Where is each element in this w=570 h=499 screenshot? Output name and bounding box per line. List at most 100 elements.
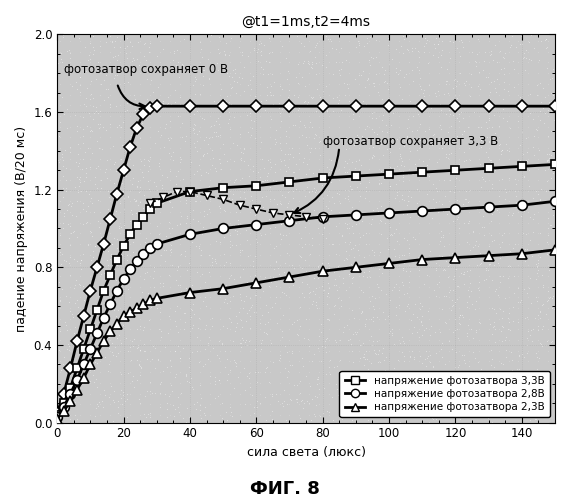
Point [369,250,378,258]
Point [278,41,287,49]
Point [303,59,312,67]
Point [454,208,463,216]
Point [260,273,269,281]
Point [173,65,182,73]
Point [125,283,135,291]
Point [454,144,463,152]
Point [84,419,93,427]
Point [290,264,299,272]
Point [524,187,533,195]
Point [96,165,105,173]
Point [315,347,324,355]
Point [225,176,234,184]
Point [89,45,99,53]
Point [448,328,457,336]
Point [494,291,503,299]
Point [474,58,483,66]
Point [376,398,385,406]
Point [176,176,185,184]
Point [181,199,190,207]
Point [385,325,394,333]
Point [374,133,384,141]
Point [539,282,548,290]
Point [200,65,209,73]
Point [136,390,145,398]
Point [128,239,137,247]
Point [245,250,254,258]
Point [544,144,553,152]
Point [66,219,75,227]
Point [448,38,457,46]
Point [254,176,263,184]
Point [185,315,194,323]
Point [225,238,234,246]
Point [145,293,154,301]
Point [164,218,173,226]
Point [434,165,443,173]
Point [305,336,314,344]
Point [313,373,322,381]
Point [327,193,336,201]
Point [265,133,274,141]
Point [255,133,264,141]
Point [325,230,334,238]
Point [76,48,85,56]
Point [96,336,105,344]
Point [442,77,451,85]
Point [88,102,97,110]
Point [360,355,369,363]
Point [522,156,531,164]
Point [456,269,465,277]
Point [357,309,366,317]
Point [315,112,324,120]
Point [514,400,523,408]
Point [490,261,499,269]
Point [69,284,78,292]
Point [88,270,97,278]
Point [434,261,443,269]
Point [370,294,379,302]
Point [487,158,496,166]
Point [295,80,304,88]
Point [548,336,557,344]
Point [275,356,284,364]
Point [264,49,274,57]
Point [425,100,434,108]
Point [143,63,152,71]
Point [236,247,245,254]
Point [276,82,285,90]
Point [532,365,541,373]
Point [424,261,433,269]
Point [265,123,274,131]
Point [59,219,68,227]
Point [394,315,404,323]
Point [400,142,409,150]
Point [125,208,135,216]
Point [544,208,553,216]
Point [78,250,87,258]
Point [531,102,540,110]
Point [414,69,424,77]
Point [245,304,254,312]
Point [56,400,65,408]
Point [441,77,450,85]
Point [482,124,491,132]
Point [535,146,544,154]
Point [319,224,328,232]
Point [235,144,245,152]
Title: @t1=1ms,t2=4ms: @t1=1ms,t2=4ms [242,15,370,29]
Point [285,37,294,45]
Point [72,174,82,182]
Point [330,363,339,371]
Point [334,96,343,104]
Point [374,37,384,45]
Point [504,390,513,398]
Point [136,336,145,344]
Point [534,191,543,199]
Point [434,390,443,398]
Point [173,167,182,175]
Point [464,123,473,131]
Point [426,404,435,412]
Point [115,224,124,232]
Point [515,351,524,359]
